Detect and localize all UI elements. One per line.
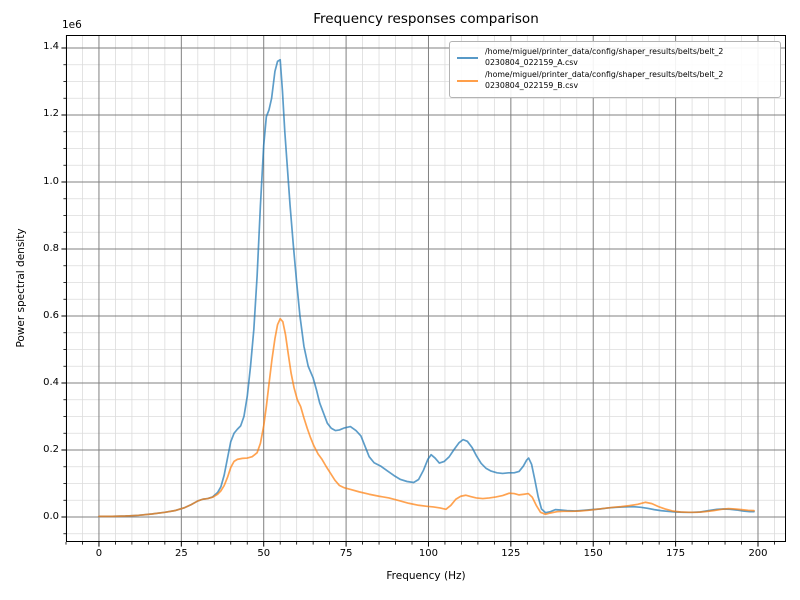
x-tick-label: 175 <box>666 548 686 559</box>
y-axis-offset-label: 1e6 <box>62 19 82 31</box>
y-tick-label: 1.0 <box>43 175 59 187</box>
x-tick-label: 75 <box>339 548 353 559</box>
plot-area <box>61 35 786 547</box>
x-tick-label: 125 <box>501 548 521 559</box>
x-tick-label: 150 <box>583 548 603 559</box>
x-tick-label: 50 <box>257 548 271 559</box>
y-tick-label: 0.0 <box>43 510 59 522</box>
legend-line-sample-b <box>457 79 478 82</box>
x-tick-label: 200 <box>748 548 768 559</box>
y-tick-label: 0.2 <box>43 443 59 455</box>
y-tick-label: 0.4 <box>43 376 59 388</box>
x-tick-label: 25 <box>174 548 188 559</box>
y-tick-label: 1.2 <box>43 108 59 120</box>
x-tick-label: 100 <box>418 548 439 559</box>
x-axis-label: Frequency (Hz) <box>386 570 466 582</box>
plot-canvas <box>61 35 786 547</box>
legend-entry-b: /home/miguel/printer_data/config/shaper_… <box>457 70 774 91</box>
x-tick-label: 0 <box>95 548 103 559</box>
y-tick-label: 0.8 <box>43 242 59 254</box>
legend-entry-a: /home/miguel/printer_data/config/shaper_… <box>457 47 774 68</box>
y-tick-label: 0.6 <box>43 309 59 321</box>
y-axis-label: Power spectral density <box>15 228 27 348</box>
legend: /home/miguel/printer_data/config/shaper_… <box>449 41 781 99</box>
legend-label-a: /home/miguel/printer_data/config/shaper_… <box>485 47 724 67</box>
y-tick-label: 1.4 <box>43 41 59 53</box>
legend-label-b: /home/miguel/printer_data/config/shaper_… <box>485 70 724 90</box>
chart-title: Frequency responses comparison <box>313 11 539 27</box>
legend-line-sample-a <box>457 56 478 59</box>
